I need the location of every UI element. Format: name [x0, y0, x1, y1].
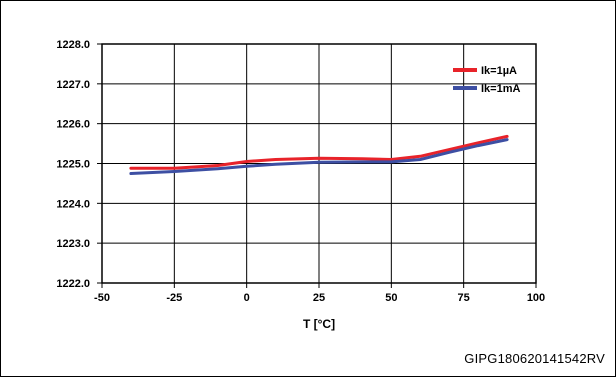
tick-labels: -50 -25 0 25 50 75 100 1222.0 1223.0 1224.0 1225.0… [56, 39, 545, 304]
legend-label-1: Ik=1µA [481, 65, 517, 77]
y-tick-label: 1225.0 [56, 159, 90, 171]
y-tick-label: 1227.0 [56, 79, 90, 91]
x-tick-label: 100 [527, 292, 545, 304]
x-tick-label: -50 [94, 292, 110, 304]
y-tick-label: 1226.0 [56, 119, 90, 131]
series-line-2 [129, 138, 509, 175]
document-code: GIPG180620141542RV [464, 351, 605, 366]
legend-label-2: Ik=1mA [481, 83, 520, 95]
series-line-1 [129, 134, 509, 170]
x-tick-label: 50 [385, 292, 397, 304]
x-tick-label: 25 [313, 292, 325, 304]
x-tick-label: 75 [458, 292, 470, 304]
y-tick-label: 1224.0 [56, 198, 90, 210]
legend: Ik=1µA Ik=1mA [453, 65, 520, 95]
y-tick-label: 1223.0 [56, 238, 90, 250]
series-lines [129, 134, 509, 175]
y-tick-label: 1222.0 [56, 278, 90, 290]
x-axis-title: T [°C] [303, 317, 335, 331]
grid [102, 44, 536, 283]
x-tick-label: -25 [166, 292, 182, 304]
x-tick-label: 0 [244, 292, 250, 304]
y-tick-label: 1228.0 [56, 39, 90, 51]
